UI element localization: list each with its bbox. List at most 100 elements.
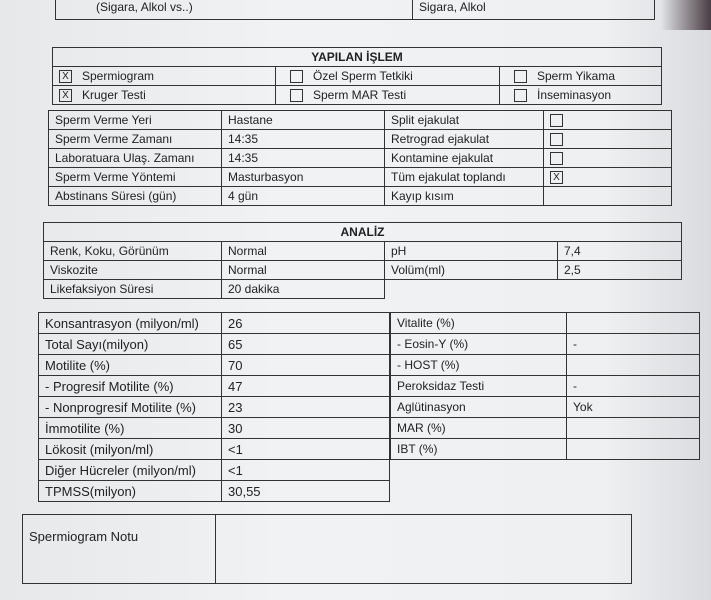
analiz-table: ANALİZ Renk, Koku, Görünüm Normal pH 7,4 Vis… bbox=[43, 222, 682, 299]
row-label: Konsantrasyon (milyon/ml) bbox=[38, 312, 222, 334]
row-label: Sperm Verme Yeri bbox=[48, 110, 222, 130]
row-label: - Progresif Motilite (%) bbox=[38, 375, 222, 397]
row-value: 14:35 bbox=[221, 129, 385, 149]
yapilan-islem-table: YAPILAN İŞLEM X Spermiogram Özel Sperm Tet… bbox=[52, 47, 662, 105]
row-label: Likefaksiyon Süresi bbox=[43, 279, 222, 299]
row-value: <1 bbox=[221, 438, 390, 460]
procedure-label: İnseminasyon bbox=[537, 87, 612, 102]
background-edge bbox=[661, 0, 711, 30]
row-value: 20 dakika bbox=[221, 279, 385, 299]
table-row: Renk, Koku, Görünüm Normal pH 7,4 bbox=[43, 241, 682, 261]
row-label: MAR (%) bbox=[390, 417, 567, 439]
row-label: Kayıp kısım bbox=[384, 186, 544, 206]
table-row: X Spermiogram Özel Sperm Tetkiki Sperm Yika… bbox=[52, 66, 662, 86]
table-row: MAR (%) bbox=[390, 417, 700, 439]
row-label: Diğer Hücreler (milyon/ml) bbox=[38, 459, 222, 481]
row-value: 2,5 bbox=[557, 260, 682, 280]
procedure-label: Özel Sperm Tetkiki bbox=[313, 68, 413, 83]
row-value: 30 bbox=[221, 417, 390, 439]
procedure-checkbox[interactable] bbox=[514, 70, 527, 84]
checkbox-cell bbox=[543, 110, 672, 130]
checkbox-cell bbox=[543, 186, 672, 206]
procedure-checkbox[interactable] bbox=[290, 89, 303, 103]
row-label: Lökosit (milyon/ml) bbox=[38, 438, 222, 460]
yapilan-islem-title: YAPILAN İŞLEM bbox=[52, 47, 662, 67]
row-label: Retrograd ejakulat bbox=[384, 129, 544, 149]
row-value: Yok bbox=[566, 396, 700, 418]
row-label: TPMSS(milyon) bbox=[38, 480, 222, 502]
table-row: - Eosin-Y (%) - bbox=[390, 333, 700, 355]
row-value: 70 bbox=[221, 354, 390, 376]
checkbox[interactable] bbox=[550, 133, 563, 147]
row-value: - bbox=[566, 333, 700, 355]
row-label: Split ejakulat bbox=[384, 110, 544, 130]
table-row: Abstinans Süresi (gün) 4 gün Kayıp kısım bbox=[48, 186, 672, 206]
results-left-table: Konsantrasyon (milyon/ml) 26 Total Sayı(mi… bbox=[38, 312, 390, 502]
table-row: - HOST (%) bbox=[390, 354, 700, 376]
habits-value: Sigara, Alkol bbox=[412, 0, 655, 20]
procedure-checkbox[interactable] bbox=[290, 70, 303, 84]
row-value bbox=[566, 354, 700, 376]
table-row: Peroksidaz Testi - bbox=[390, 375, 700, 397]
procedure-label: Sperm Yikama bbox=[537, 68, 616, 83]
procedure-checkbox[interactable]: X bbox=[59, 89, 72, 103]
row-value: 23 bbox=[221, 396, 390, 418]
procedure-label: Sperm MAR Testi bbox=[313, 87, 407, 102]
checkbox[interactable]: X bbox=[550, 171, 563, 185]
row-value: <1 bbox=[221, 459, 390, 481]
procedure-item[interactable]: X Kruger Testi bbox=[52, 85, 276, 105]
row-value: - bbox=[566, 375, 700, 397]
row-value: 4 gün bbox=[221, 186, 385, 206]
sperm-info-table: Sperm Verme Yeri Hastane Split ejakulat Spe… bbox=[48, 110, 672, 206]
table-row: X Kruger Testi Sperm MAR Testi İnseminasyon bbox=[52, 85, 662, 105]
row-label: Renk, Koku, Görünüm bbox=[43, 241, 222, 261]
procedure-checkbox[interactable]: X bbox=[59, 70, 72, 84]
checkbox-cell bbox=[543, 148, 672, 168]
row-label: Vitalite (%) bbox=[390, 312, 567, 334]
row-value: 26 bbox=[221, 312, 390, 334]
row-label: Sperm Verme Zamanı bbox=[48, 129, 222, 149]
table-row: IBT (%) bbox=[390, 438, 700, 460]
row-value: Hastane bbox=[221, 110, 385, 130]
row-value: 65 bbox=[221, 333, 390, 355]
row-label: - Eosin-Y (%) bbox=[390, 333, 567, 355]
table-row: Viskozite Normal Volüm(ml) 2,5 bbox=[43, 260, 682, 280]
row-label: Tüm ejakulat toplandı bbox=[384, 167, 544, 187]
row-label: - HOST (%) bbox=[390, 354, 567, 376]
procedure-item[interactable]: X Spermiogram bbox=[52, 66, 276, 86]
row-value: 7,4 bbox=[557, 241, 682, 261]
empty-cell bbox=[385, 280, 682, 299]
procedure-checkbox[interactable] bbox=[514, 89, 527, 103]
checkbox[interactable] bbox=[550, 152, 563, 166]
row-label: Sperm Verme Yöntemi bbox=[48, 167, 222, 187]
row-label: Motilite (%) bbox=[38, 354, 222, 376]
row-value: 30,55 bbox=[221, 480, 390, 502]
row-value bbox=[566, 312, 700, 334]
procedure-item[interactable]: İnseminasyon bbox=[499, 85, 662, 105]
row-value bbox=[566, 417, 700, 439]
row-label: IBT (%) bbox=[390, 438, 567, 460]
table-row: İmmotilite (%) 30 bbox=[38, 417, 390, 439]
procedure-item[interactable]: Özel Sperm Tetkiki bbox=[275, 66, 500, 86]
results-right-table: Vitalite (%) - Eosin-Y (%) - - HOST (%) Pero… bbox=[390, 312, 700, 460]
table-row: - Progresif Motilite (%) 47 bbox=[38, 375, 390, 397]
row-label: Kontamine ejakulat bbox=[384, 148, 544, 168]
note-value[interactable] bbox=[215, 514, 632, 584]
row-label: Abstinans Süresi (gün) bbox=[48, 186, 222, 206]
row-label: Laboratuara Ulaş. Zamanı bbox=[48, 148, 222, 168]
procedure-item[interactable]: Sperm MAR Testi bbox=[275, 85, 500, 105]
checkbox[interactable] bbox=[550, 114, 563, 128]
checkbox-cell bbox=[543, 129, 672, 149]
table-row: Sperm Verme Yöntemi Masturbasyon Tüm ejaku… bbox=[48, 167, 672, 187]
table-row: Motilite (%) 70 bbox=[38, 354, 390, 376]
procedure-item[interactable]: Sperm Yikama bbox=[499, 66, 662, 86]
table-row: Total Sayı(milyon) 65 bbox=[38, 333, 390, 355]
table-row: Lökosit (milyon/ml) <1 bbox=[38, 438, 390, 460]
table-row: Konsantrasyon (milyon/ml) 26 bbox=[38, 312, 390, 334]
table-row: Laboratuara Ulaş. Zamanı 14:35 Kontamine e… bbox=[48, 148, 672, 168]
checkbox-cell: X bbox=[543, 167, 672, 187]
row-label: Total Sayı(milyon) bbox=[38, 333, 222, 355]
row-value: Normal bbox=[221, 241, 385, 261]
note-table: Spermiogram Notu bbox=[22, 514, 632, 584]
row-label: Volüm(ml) bbox=[384, 260, 558, 280]
